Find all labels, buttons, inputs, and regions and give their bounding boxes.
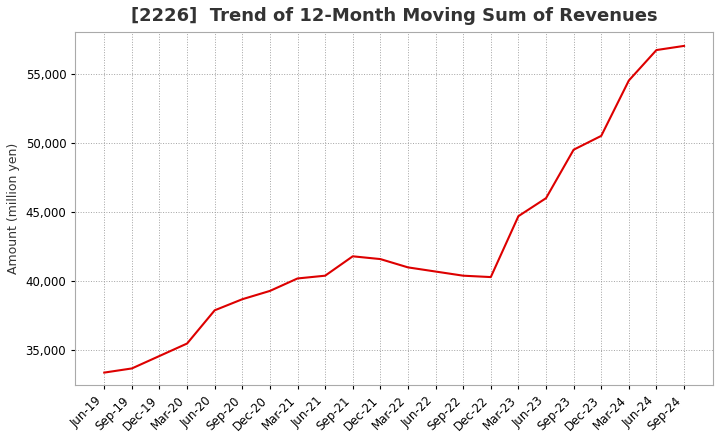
Title: [2226]  Trend of 12-Month Moving Sum of Revenues: [2226] Trend of 12-Month Moving Sum of R… [131, 7, 657, 25]
Y-axis label: Amount (million yen): Amount (million yen) [7, 143, 20, 274]
